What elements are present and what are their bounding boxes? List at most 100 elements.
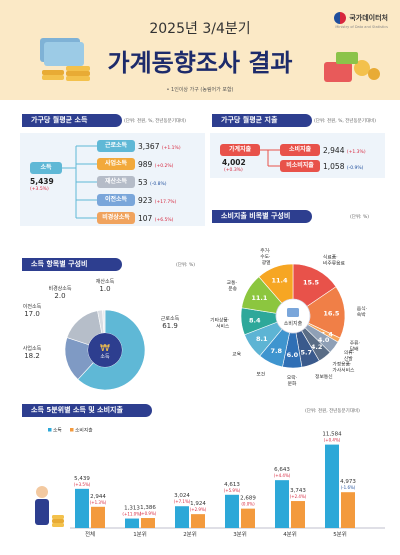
quintile-category-label: 2분위 (183, 530, 197, 538)
svg-text:보건: 보건 (256, 371, 265, 378)
coin-icon (52, 515, 64, 519)
income-item-value: 3,367 (+1.1%) (138, 142, 181, 151)
income-composition-center-label: 소득 (100, 354, 110, 360)
svg-text:문화: 문화 (288, 381, 297, 386)
quintile-bar (91, 506, 105, 528)
quintile-bar (191, 514, 205, 528)
logo-mark-icon (334, 12, 347, 24)
consumption-composition-title: 소비지출 비목별 구성비 (212, 210, 312, 223)
svg-text:교통·: 교통· (227, 280, 237, 286)
quintile-bar (241, 508, 255, 528)
expense-total-label: 가계지출 (220, 144, 260, 156)
quintile-bar (341, 492, 355, 528)
income-item-change: (+17.7%) (154, 200, 177, 205)
svg-text:비주류음료: 비주류음료 (323, 259, 346, 266)
quintile-bar-value: 11,584 (322, 432, 342, 438)
svg-text:의류·: 의류· (344, 349, 354, 356)
svg-text:오락·: 오락· (287, 374, 297, 381)
income-item-change: (+0.2%) (154, 164, 174, 169)
svg-text:수도·: 수도· (260, 254, 270, 260)
consumption-composition-value: 1.4 (321, 330, 333, 338)
quintile-bar-value: 1,924 (190, 501, 206, 507)
quintile-category-label: 1분위 (133, 530, 147, 538)
income-item-value: 923 (+17.7%) (138, 196, 176, 205)
income-item-amount: 53 (138, 178, 150, 187)
income-item-change: (+1.1%) (161, 146, 181, 151)
income-item-value: 989 (+0.2%) (138, 160, 173, 169)
quintile-bar-change: (+0.9%) (140, 511, 157, 516)
quintile-bar-change: (0.0%) (241, 502, 255, 507)
svg-text:식료품·: 식료품· (323, 253, 338, 260)
quintile-category-label: 5분위 (333, 530, 347, 538)
consumption-composition-value: 8.1 (256, 335, 268, 343)
header-banner: 국가데이터처 Ministry of Data and Statistics (0, 0, 400, 100)
income-composition-label: 사업소득 (23, 345, 42, 352)
income-total-label: 소득 (30, 162, 62, 174)
quintile-bar-change: (+0.4%) (324, 438, 341, 443)
legend-swatch (48, 428, 52, 432)
logo-text: 국가데이터처 (349, 14, 388, 22)
income-composition-label: 이전소득 (23, 303, 42, 310)
quintile-bar-value: 3,024 (174, 493, 190, 499)
consumption-composition-label: 정보통신 (315, 373, 333, 380)
expense-item-amount: 1,058 (323, 162, 347, 171)
svg-text:가사서비스: 가사서비스 (332, 366, 355, 373)
quintile-bar-change: (+4.4%) (274, 473, 291, 478)
consumption-composition-label: 기타상품·서비스 (210, 317, 230, 330)
quintile-legend: 소득 소비지출 (48, 427, 93, 434)
consumption-composition-label: 주거·수도·광열 (260, 247, 270, 266)
quintile-bar (175, 506, 189, 528)
income-composition-label: 근로소득 (161, 316, 180, 322)
expense-item-value: 2,944 (+1.3%) (323, 146, 366, 155)
income-composition-value: 18.2 (24, 352, 40, 360)
expense-connector-lines (260, 149, 280, 167)
income-item-label: 재산소득 (97, 176, 135, 188)
quintile-section-title: 소득 5분위별 소득 및 소비지출 (22, 404, 152, 417)
consumption-composition-chart: 15.5 식료품·비주류음료 16.5 음식·숙박 1.4 주류·담배 4.0 의류·신발 4.… (210, 247, 367, 386)
income-item-change: (+6.5%) (154, 218, 174, 223)
expense-item-label: 소비지출 (280, 144, 320, 156)
quintile-bar-value: 3,743 (290, 488, 306, 494)
consumption-composition-unit: (단위: %) (350, 215, 370, 220)
consumption-composition-value: 11.4 (271, 276, 288, 284)
quintile-category-label: 전체 (85, 530, 95, 538)
consumption-composition-value: 4.2 (311, 343, 323, 351)
consumption-composition-label: 의류·신발 (344, 349, 354, 362)
svg-text:광열: 광열 (262, 259, 271, 266)
income-composition-unit: (단위: %) (176, 263, 196, 268)
quintile-bar-change: (+7.1%) (174, 499, 191, 504)
income-connector-lines (62, 145, 97, 219)
scope-note: • 1인이상 가구 (농림어가 포함) (166, 87, 234, 93)
logo-subtext: Ministry of Data and Statistics (335, 25, 388, 29)
income-item-change: (-0.8%) (149, 182, 167, 187)
consumption-composition-value: 5.7 (300, 349, 312, 357)
consumption-composition-label: 식료품·비주류음료 (323, 253, 346, 266)
consumption-composition-label: 보건 (256, 371, 265, 378)
income-composition-value: 2.0 (54, 292, 65, 300)
consumption-composition-label: 오락·문화 (287, 374, 297, 386)
quintile-bar-change: (+2.9%) (190, 507, 207, 512)
quintile-bar-value: 1,313 (124, 506, 140, 512)
income-unit: (단위: 천원, %, 전년동분기대비) (124, 119, 186, 124)
quintile-bar-change: (+5.9%) (224, 488, 241, 493)
svg-text:주류·: 주류· (350, 341, 360, 347)
expense-item-amount: 2,944 (323, 146, 347, 155)
svg-text:주거·: 주거· (260, 247, 270, 254)
consumption-composition-label: 가정용품·가사서비스 (332, 360, 355, 373)
svg-text:신발: 신발 (344, 355, 353, 362)
income-item-amount: 3,367 (138, 142, 162, 151)
expense-total-change: (+0.3%) (224, 168, 243, 173)
consumption-composition-label: 주류·담배 (350, 341, 360, 353)
income-composition-value: 1.0 (99, 285, 110, 293)
expense-section-title: 가구당 월평균 지출 (212, 114, 312, 127)
money-icon: ₩ (100, 343, 110, 354)
consumption-composition-center-label: 소비지출 (284, 320, 303, 327)
svg-text:서비스: 서비스 (216, 323, 230, 330)
income-item-amount: 107 (138, 214, 155, 223)
quintile-bar-value: 2,689 (240, 496, 256, 502)
quintile-bar (141, 518, 155, 528)
quintile-category-label: 4분위 (283, 530, 297, 538)
income-total-change: (+3.5%) (30, 187, 49, 192)
income-item-value: 107 (+6.5%) (138, 214, 173, 223)
